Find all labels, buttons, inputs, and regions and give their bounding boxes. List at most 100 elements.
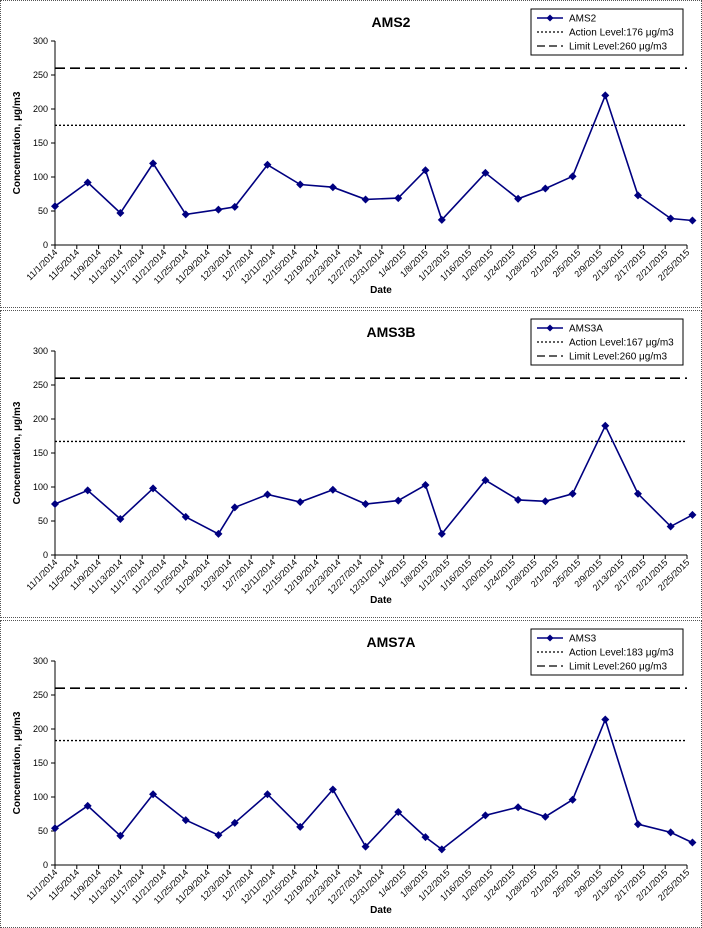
data-point [361, 500, 370, 508]
y-tick-label: 200 [33, 104, 48, 114]
y-tick-label: 50 [38, 206, 48, 216]
data-point [666, 522, 675, 531]
data-point [149, 790, 158, 799]
data-point [568, 489, 577, 498]
data-point [181, 512, 190, 521]
data-point [83, 801, 92, 810]
chart-panel-1: AMS2 0 50 100 150 200 250 300 11/1/2014 11/5/2014… [0, 0, 702, 308]
x-axis-title: Date [370, 905, 392, 916]
x-axis-title: Date [370, 285, 392, 296]
data-point [481, 168, 490, 177]
data-point [83, 486, 92, 495]
chart-panel-2: AMS3B 0 50 100 150 200 250 300 11/1/2014 11/5/201… [0, 310, 702, 618]
data-point [601, 715, 610, 724]
y-axis-title: Concentration, μg/m3 [12, 711, 23, 814]
data-point [214, 529, 223, 538]
data-point [149, 159, 158, 168]
data-point [437, 845, 446, 854]
legend-label: Action Level:183 μg/m3 [569, 648, 674, 659]
data-point [181, 816, 190, 825]
series-line [54, 423, 693, 536]
data-point [296, 822, 305, 831]
data-point [601, 421, 610, 430]
data-point [394, 807, 403, 816]
legend-label: AMS3A [569, 324, 603, 335]
legend: AMS3 Action Level:183 μg/m3 Limit Level:26… [530, 628, 684, 676]
data-point [481, 476, 490, 485]
y-tick-label: 300 [33, 656, 48, 666]
data-point [394, 194, 403, 203]
y-tick-label: 50 [38, 826, 48, 836]
data-point [51, 500, 59, 508]
data-point [230, 202, 239, 211]
data-point [328, 785, 337, 794]
series-line [54, 717, 693, 851]
legend-label: Limit Level:260 μg/m3 [569, 42, 667, 53]
legend-box [530, 628, 684, 676]
chart-title: AMS2 [372, 14, 411, 30]
chart-panel-3: AMS7A 0 50 100 150 200 250 300 11/1/2014 11/5/201… [0, 620, 702, 928]
data-point [149, 484, 158, 493]
y-tick-label: 150 [33, 138, 48, 148]
data-point [633, 489, 642, 498]
data-point [263, 490, 272, 499]
data-point [421, 166, 430, 175]
data-point [541, 497, 550, 506]
data-point [51, 824, 59, 833]
y-tick-label: 300 [33, 36, 48, 46]
data-point [230, 503, 239, 512]
chart-title: AMS7A [366, 634, 415, 650]
data-point [437, 215, 446, 224]
y-tick-label: 200 [33, 414, 48, 424]
data-point [437, 529, 446, 538]
data-point [514, 194, 523, 203]
data-point [361, 195, 370, 204]
chart-svg-1: AMS205010015020025030011/1/201411/5/2014… [12, 8, 697, 296]
legend-label: AMS2 [569, 14, 597, 25]
legend-marker [546, 324, 554, 332]
legend: AMS2 Action Level:176 μg/m3 Limit Level:26… [530, 8, 684, 56]
data-point [214, 205, 223, 214]
legend: AMS3A Action Level:167 μg/m3 Limit Level:2… [530, 318, 684, 366]
data-point [263, 160, 272, 169]
data-point [296, 180, 305, 189]
legend-label: Action Level:167 μg/m3 [569, 338, 674, 349]
legend-box [530, 8, 684, 56]
data-point [83, 178, 92, 187]
y-tick-label: 0 [43, 240, 48, 250]
data-point [116, 514, 125, 523]
data-point [51, 202, 59, 211]
data-point [116, 209, 125, 218]
y-tick-label: 250 [33, 690, 48, 700]
data-point [568, 795, 577, 804]
y-tick-label: 300 [33, 346, 48, 356]
data-point [568, 172, 577, 181]
y-tick-label: 0 [43, 550, 48, 560]
chart-svg-3: AMS7A05010015020025030011/1/201411/5/201… [12, 628, 697, 916]
x-axis-title: Date [370, 595, 392, 606]
data-point [541, 184, 550, 193]
data-point [263, 790, 272, 799]
data-point [481, 811, 490, 820]
chart-title: AMS3B [366, 324, 415, 340]
y-tick-label: 150 [33, 448, 48, 458]
data-point [328, 183, 337, 192]
data-point [633, 820, 642, 829]
data-point [214, 831, 223, 840]
data-point [541, 812, 550, 821]
legend-label: Limit Level:260 μg/m3 [569, 352, 667, 363]
y-tick-label: 250 [33, 70, 48, 80]
series-line [54, 93, 693, 222]
y-axis-title: Concentration, μg/m3 [12, 91, 23, 194]
legend-label: Limit Level:260 μg/m3 [569, 662, 667, 673]
y-tick-label: 100 [33, 482, 48, 492]
data-point [421, 833, 430, 842]
legend-box [530, 318, 684, 366]
data-point [296, 497, 305, 506]
data-point [116, 831, 125, 840]
y-tick-label: 100 [33, 792, 48, 802]
data-point [666, 828, 675, 837]
data-point [514, 495, 523, 504]
data-point [601, 91, 610, 100]
